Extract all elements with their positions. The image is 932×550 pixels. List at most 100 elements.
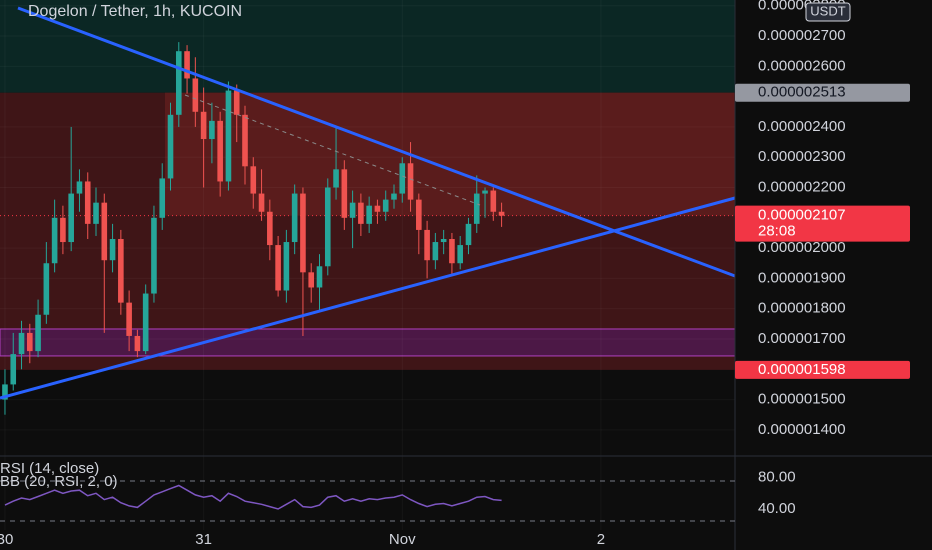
chart-title: Dogelon / Tether, 1h, KUCOIN (28, 3, 242, 20)
price-tag-label: 0.000002513 (758, 84, 846, 101)
candle-body (151, 217, 157, 294)
candle-body (465, 223, 472, 246)
candle-body (366, 205, 372, 224)
currency-box (805, 2, 851, 22)
candle-body (490, 190, 497, 212)
candle-body (275, 245, 281, 291)
candle-body (382, 199, 389, 212)
candle-body (341, 169, 348, 218)
y-tick-label: 0.000002300 (758, 148, 846, 165)
candle-body (333, 169, 339, 188)
candle-body (134, 335, 141, 352)
candle-body (217, 120, 223, 182)
candle-body (300, 193, 306, 273)
candle-body (43, 263, 50, 315)
price-tag-label: 0.000001598 (758, 361, 846, 378)
y-tick-label: 0.000002600 (758, 57, 846, 74)
candle-body (76, 181, 83, 194)
candle-body (192, 78, 199, 112)
x-tick-label: 30 (0, 531, 13, 548)
candle-body (93, 202, 99, 224)
y-tick-label: 0.000002000 (758, 239, 846, 256)
candle-body (60, 217, 66, 243)
candle-body (324, 187, 331, 267)
candle-body (175, 51, 182, 115)
candle-body (432, 242, 439, 261)
candle-body (308, 272, 315, 288)
candle-body (258, 193, 265, 212)
zones (0, 0, 736, 370)
price-tag-label: 0.000002107 (758, 207, 846, 224)
grid (0, 215, 735, 217)
candle-body (84, 181, 91, 224)
x-tick-label: Nov (389, 531, 416, 548)
candle-body (109, 239, 116, 261)
price-tag (735, 83, 910, 102)
candle-body (18, 332, 25, 355)
candle-body (424, 229, 430, 261)
rsi-title: RSI (14, close) (0, 460, 99, 477)
y-tick-label: 0.000002200 (758, 178, 846, 195)
y-tick-label: 0.000002400 (758, 118, 846, 135)
candle-body (391, 193, 397, 200)
candle-body (267, 211, 273, 246)
candle-body (51, 217, 58, 264)
rsi-tick-label: 80.00 (758, 469, 796, 486)
candle-body (200, 111, 207, 140)
candle-body (440, 239, 447, 243)
rsi-line (4, 484, 502, 510)
candle-body (225, 90, 232, 182)
countdown: 28:08 (758, 223, 796, 240)
candle-body (291, 193, 298, 243)
currency-label: USDT (810, 3, 845, 18)
candle-body (209, 120, 215, 140)
candle-body (233, 90, 240, 115)
candle-body (35, 314, 41, 352)
candle-body (407, 163, 414, 200)
candle-body (142, 293, 149, 352)
price-tag (735, 205, 910, 242)
bb-title: BB (20, RSI, 2, 0) (0, 473, 118, 490)
x-tick-label: 2 (597, 531, 605, 548)
lower-trendline (0, 196, 736, 400)
candle-body (416, 199, 422, 230)
candle-body (26, 332, 33, 352)
candle-body (349, 202, 356, 218)
y-tick-label: 0.000001500 (758, 391, 846, 408)
rsi-tick-label: 40.00 (758, 500, 796, 517)
x-tick-label: 31 (195, 531, 212, 548)
y-tick-label: 0.000001400 (758, 421, 846, 438)
overlay: 0.0000028000.0000027000.0000026000.00000… (0, 0, 910, 548)
candle-body (101, 202, 108, 261)
candle-body (399, 163, 406, 194)
candle-body (68, 193, 74, 243)
y-tick-label: 0.000002700 (758, 27, 846, 44)
candle-body (374, 205, 381, 212)
candle-body (2, 384, 8, 400)
y-tick-label: 0.000001800 (758, 300, 846, 317)
candle-body (283, 242, 290, 291)
candle-body (498, 211, 505, 216)
y-tick-label: 0.000001900 (758, 269, 846, 286)
candle-body (184, 51, 190, 79)
candle-body (316, 266, 323, 288)
candle-body (242, 114, 248, 167)
red-zone-highlight (165, 92, 735, 216)
candle-body (457, 245, 464, 264)
candle-body (167, 114, 174, 179)
y-tick-label: 0.000001700 (758, 330, 846, 347)
candle-body (358, 202, 364, 224)
candle-body (449, 239, 455, 264)
candle-body (126, 302, 132, 336)
candles (2, 42, 505, 510)
purple-band (0, 328, 736, 357)
candle-body (10, 354, 17, 385)
price-tag (735, 360, 910, 379)
candle-body (473, 193, 480, 224)
candle-body (159, 178, 166, 218)
candle-body (250, 166, 257, 194)
candle-body (482, 190, 488, 194)
candle-body (118, 239, 124, 303)
